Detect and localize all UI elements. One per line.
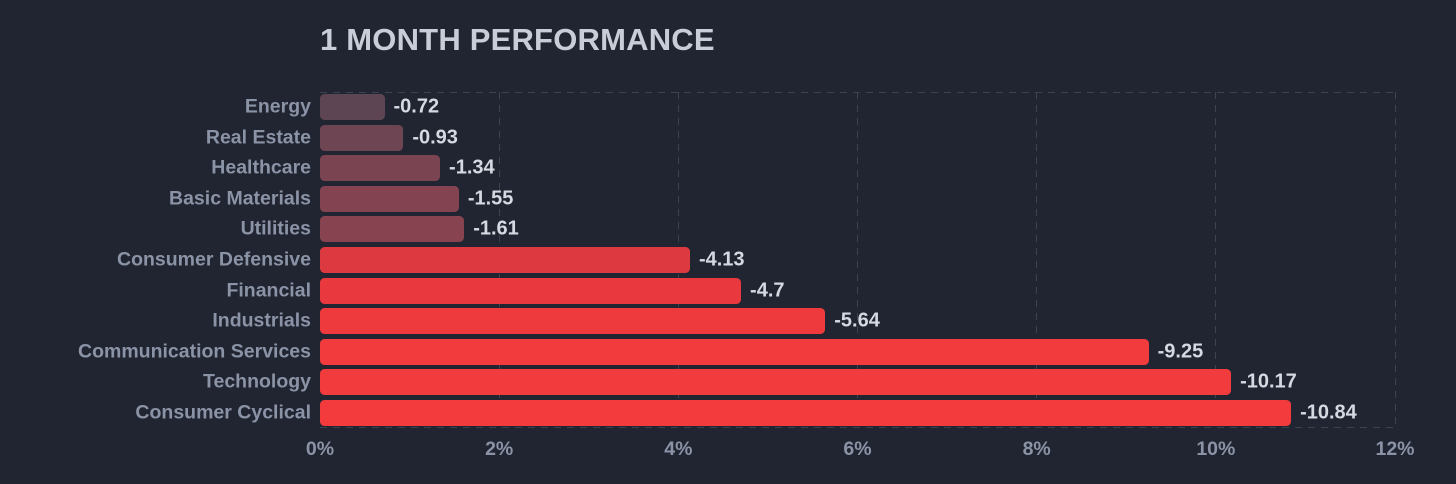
category-label: Technology — [203, 370, 311, 393]
value-label: -10.84 — [1300, 401, 1357, 424]
bar-row: Communication Services -9.25 — [78, 336, 1395, 367]
category-label: Communication Services — [78, 340, 311, 363]
bar-row: Healthcare -1.34 — [211, 153, 1395, 184]
category-label: Energy — [244, 95, 311, 118]
value-label: -0.72 — [393, 95, 440, 118]
bar — [320, 247, 690, 273]
bar-row: Financial -4.7 — [226, 275, 1395, 306]
value-label: -1.55 — [467, 187, 514, 210]
value-label: -1.61 — [473, 217, 519, 240]
bar-row: Industrials -5.64 — [212, 306, 1395, 337]
bar-row: Utilities -1.61 — [241, 214, 1395, 245]
bar — [320, 185, 459, 212]
bar-rows: Energy -0.72 Real Estate -0.93 Healthcare -1.… — [78, 92, 1395, 428]
gridline-6pct — [857, 92, 858, 428]
bar-row: Consumer Defensive -4.13 — [117, 245, 1395, 276]
chart-title: 1 MONTH PERFORMANCE — [320, 22, 715, 57]
value-label: -0.93 — [412, 126, 458, 149]
bar-row: Consumer Cyclical -10.84 — [135, 397, 1395, 428]
x-axis: 0% 2% 4% 6% 8% 10% 12% — [306, 434, 1415, 468]
bar-row: Energy -0.72 — [245, 92, 1395, 123]
value-label: -5.64 — [834, 309, 880, 332]
bar-row: Real Estate -0.93 — [206, 123, 1395, 154]
value-label: -10.17 — [1240, 370, 1297, 393]
axis-tick-label: 4% — [664, 438, 693, 460]
bar — [320, 308, 826, 335]
bar-row: Technology -10.17 — [203, 367, 1395, 398]
value-label: -9.25 — [1157, 340, 1204, 363]
category-label: Healthcare — [211, 156, 311, 179]
bar — [320, 399, 1292, 426]
gridline-12pct — [1394, 92, 1396, 428]
bar — [320, 216, 465, 243]
axis-tick-label: 2% — [485, 438, 514, 460]
axis-tick-label: 12% — [1375, 438, 1415, 460]
value-label: -4.13 — [698, 248, 745, 271]
axis-tick-label: 8% — [1022, 438, 1051, 460]
gridline-10pct — [1215, 92, 1217, 428]
bar — [320, 124, 404, 151]
category-label: Financial — [226, 279, 311, 302]
category-label: Basic Materials — [169, 187, 311, 210]
plot-area: Energy -0.72 Real Estate -0.93 Healthcare -1.… — [78, 92, 1396, 428]
bar — [320, 277, 742, 304]
bar — [320, 155, 441, 182]
bar — [320, 338, 1149, 365]
axis-tick-label: 6% — [843, 438, 872, 460]
category-label: Consumer Cyclical — [135, 401, 311, 424]
category-label: Industrials — [212, 309, 311, 332]
value-label: -1.34 — [449, 156, 495, 179]
axis-tick-label: 0% — [305, 438, 335, 460]
axis-tick-label: 10% — [1196, 438, 1236, 460]
bar — [320, 369, 1232, 396]
bar-row: Basic Materials -1.55 — [169, 184, 1395, 215]
gridline-8pct — [1036, 92, 1038, 428]
value-label: -4.7 — [750, 279, 785, 302]
category-label: Consumer Defensive — [117, 248, 311, 271]
category-label: Utilities — [240, 217, 311, 240]
category-label: Real Estate — [205, 126, 311, 149]
bar — [320, 94, 385, 121]
